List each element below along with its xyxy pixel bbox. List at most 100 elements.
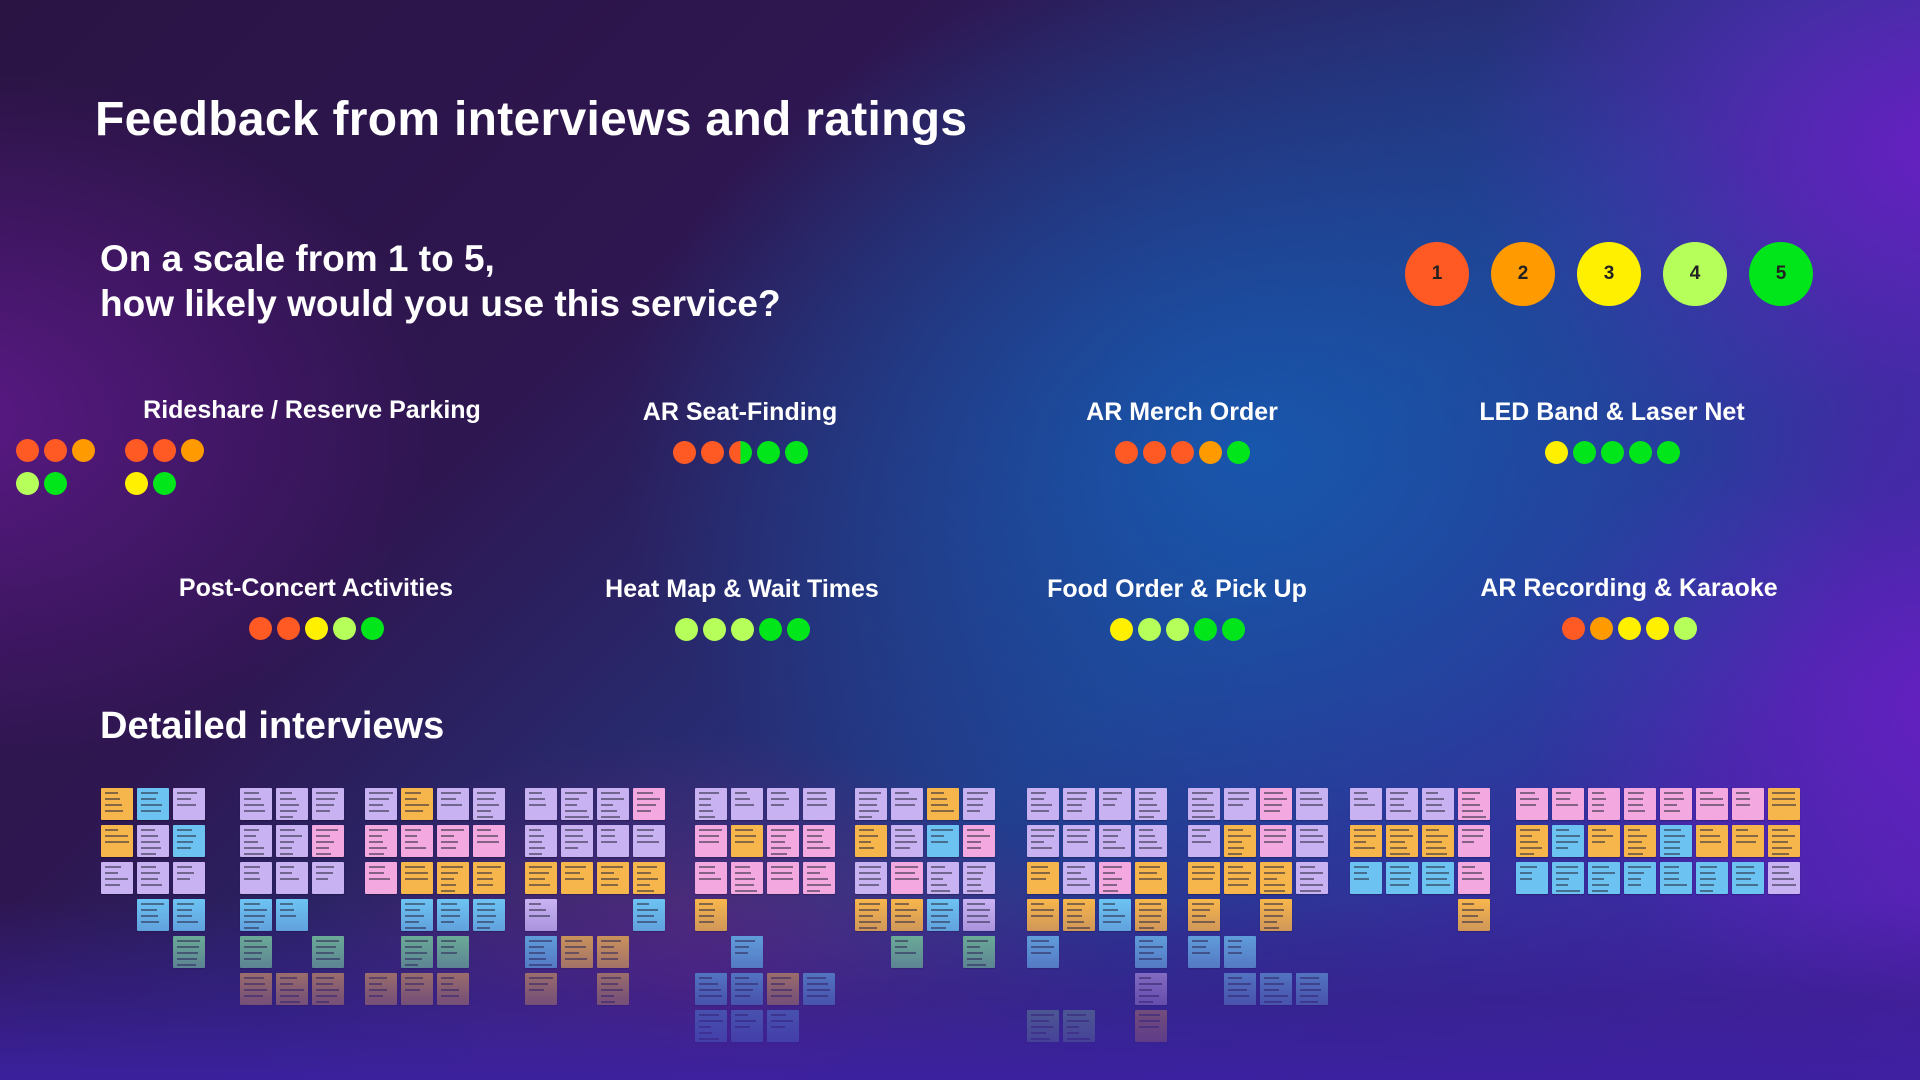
rating-dot-5 [1656, 441, 1680, 464]
sticky-note [927, 862, 959, 894]
rating-dot-5 [758, 618, 782, 641]
rating-dot-1 [125, 439, 148, 462]
service-ratings [96, 617, 536, 640]
rating-dot-1 [700, 441, 724, 464]
rating-dot-5 [1600, 441, 1624, 464]
sticky-note [101, 825, 133, 857]
sticky-note [401, 825, 433, 857]
scale-dot-4: 4 [1663, 242, 1727, 306]
sticky-note [803, 862, 835, 894]
rating-row [1114, 441, 1250, 464]
rating-row [1561, 617, 1697, 640]
rating-dot-5 [1226, 441, 1250, 464]
rating-dot-4 [332, 617, 356, 640]
service-name: Rideshare / Reserve Parking [143, 396, 481, 424]
sticky-note [963, 825, 995, 857]
sticky-note [1296, 862, 1328, 894]
rating-dot-3 [1544, 441, 1568, 464]
sticky-note [1552, 862, 1584, 894]
sticky-note [927, 825, 959, 857]
sticky-note [137, 825, 169, 857]
sticky-note [1099, 825, 1131, 857]
page-title: Feedback from interviews and ratings [95, 93, 968, 146]
rating-dot-3 [1109, 618, 1133, 641]
sticky-note [276, 825, 308, 857]
sticky-note [437, 825, 469, 857]
service-name: Post-Concert Activities [178, 574, 454, 602]
rating-dot-4 [730, 618, 754, 641]
sticky-note [927, 788, 959, 820]
sticky-note [1458, 788, 1490, 820]
sticky-note [1260, 788, 1292, 820]
sticky-note [1768, 788, 1800, 820]
sticky-note [1588, 825, 1620, 857]
sticky-note [855, 788, 887, 820]
rating-dot-5 [784, 441, 808, 464]
sticky-note [597, 825, 629, 857]
sticky-note [437, 788, 469, 820]
sticky-note [437, 862, 469, 894]
sticky-note [1768, 862, 1800, 894]
rating-dot-5 [1221, 618, 1245, 641]
sticky-note [401, 862, 433, 894]
sticky-note [1386, 825, 1418, 857]
sticky-note [1063, 862, 1095, 894]
sticky-note [1260, 825, 1292, 857]
sticky-note [855, 825, 887, 857]
service-ar-seat-finding: AR Seat-Finding [520, 398, 960, 464]
sticky-note [101, 862, 133, 894]
sticky-note [695, 788, 727, 820]
sticky-note [1696, 825, 1728, 857]
scale-label-5: 5 [1775, 263, 1787, 284]
sticky-note [803, 788, 835, 820]
sticky-note [365, 862, 397, 894]
service-heat-map: Heat Map & Wait Times [522, 575, 962, 641]
sticky-note [1063, 825, 1095, 857]
sticky-note [731, 825, 763, 857]
sticky-note [1458, 825, 1490, 857]
sticky-note [276, 788, 308, 820]
sticky-note [633, 788, 665, 820]
rating-row [1109, 618, 1245, 641]
sticky-note [1188, 788, 1220, 820]
service-ratings [522, 618, 962, 641]
sticky-note [173, 788, 205, 820]
sticky-note [1063, 788, 1095, 820]
rating-dot-4 [1165, 618, 1189, 641]
sticky-note [137, 862, 169, 894]
sticky-note [240, 788, 272, 820]
sticky-note [597, 788, 629, 820]
sticky-note [1135, 825, 1167, 857]
service-ar-recording: AR Recording & Karaoke [1409, 574, 1849, 640]
sticky-note [1027, 825, 1059, 857]
sticky-note [1296, 825, 1328, 857]
rating-row [1544, 441, 1680, 464]
sticky-note [1027, 788, 1059, 820]
sticky-note [1099, 862, 1131, 894]
sticky-note [173, 825, 205, 857]
service-ratings [16, 439, 532, 495]
rating-dot-5 [1628, 441, 1652, 464]
rating-dot-5 [1193, 618, 1217, 641]
service-name: AR Recording & Karaoke [1480, 574, 1778, 602]
rating-row [16, 472, 95, 495]
sticky-note [597, 862, 629, 894]
rating-dot-1 [1142, 441, 1166, 464]
rating-row [125, 472, 204, 495]
service-ratings [1392, 441, 1832, 464]
sticky-note [473, 825, 505, 857]
sticky-note [695, 825, 727, 857]
sticky-note [1516, 825, 1548, 857]
sticky-note [1552, 825, 1584, 857]
sticky-note [1660, 825, 1692, 857]
rating-dot-4 [702, 618, 726, 641]
rating-dot-1 [276, 617, 300, 640]
sticky-note [1135, 788, 1167, 820]
sticky-note [695, 862, 727, 894]
detailed-interviews-heading: Detailed interviews [100, 705, 445, 747]
sticky-note [1135, 862, 1167, 894]
sticky-note [365, 825, 397, 857]
sticky-note [312, 788, 344, 820]
sticky-note [963, 862, 995, 894]
sticky-note [312, 862, 344, 894]
